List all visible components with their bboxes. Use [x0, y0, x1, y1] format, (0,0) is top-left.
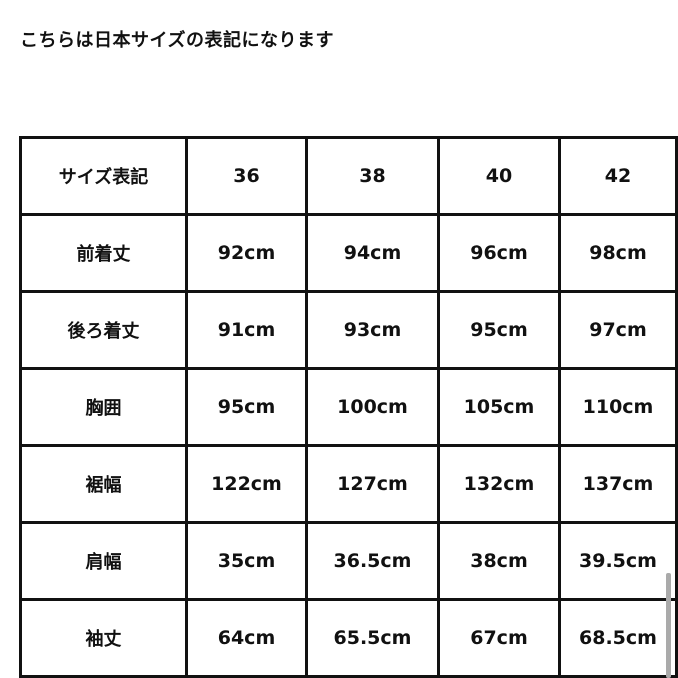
- table-cell: 100cm: [305, 367, 440, 447]
- table-row: 肩幅 35cm 36.5cm 38cm 39.5cm: [19, 521, 678, 601]
- scrollbar[interactable]: [666, 573, 671, 678]
- table-cell: 94cm: [305, 213, 440, 293]
- table-cell: 91cm: [185, 290, 308, 370]
- table-cell: 42: [558, 136, 678, 216]
- table-cell: 98cm: [558, 213, 678, 293]
- table-cell: 35cm: [185, 521, 308, 601]
- table-cell: 65.5cm: [305, 598, 440, 678]
- row-label: 袖丈: [19, 598, 188, 678]
- row-label: 胸囲: [19, 367, 188, 447]
- page-title: こちらは日本サイズの表記になります: [20, 30, 334, 51]
- row-label: 後ろ着丈: [19, 290, 188, 370]
- table-cell: 137cm: [558, 444, 678, 524]
- table-cell: 95cm: [185, 367, 308, 447]
- table-cell: 64cm: [185, 598, 308, 678]
- table-cell: 122cm: [185, 444, 308, 524]
- table-cell: 132cm: [437, 444, 561, 524]
- table-cell: 96cm: [437, 213, 561, 293]
- table-cell: 38: [305, 136, 440, 216]
- row-label: 前着丈: [19, 213, 188, 293]
- table-row: 後ろ着丈 91cm 93cm 95cm 97cm: [19, 290, 678, 370]
- table-cell: 36.5cm: [305, 521, 440, 601]
- table-row: 袖丈 64cm 65.5cm 67cm 68.5cm: [19, 598, 678, 678]
- table-cell: 127cm: [305, 444, 440, 524]
- table-cell: 95cm: [437, 290, 561, 370]
- row-label: 裾幅: [19, 444, 188, 524]
- size-table: サイズ表記 36 38 40 42 前着丈 92cm 94cm 96cm 98cm 後ろ着丈 91cm…: [19, 136, 678, 678]
- table-row: 裾幅 122cm 127cm 132cm 137cm: [19, 444, 678, 524]
- table-cell: 36: [185, 136, 308, 216]
- table-cell: 97cm: [558, 290, 678, 370]
- table-cell: 67cm: [437, 598, 561, 678]
- row-label: サイズ表記: [19, 136, 188, 216]
- table-cell: 93cm: [305, 290, 440, 370]
- table-cell: 39.5cm: [558, 521, 678, 601]
- table-cell: 105cm: [437, 367, 561, 447]
- table-header-row: サイズ表記 36 38 40 42: [19, 136, 678, 216]
- table-cell: 68.5cm: [558, 598, 678, 678]
- row-label: 肩幅: [19, 521, 188, 601]
- table-cell: 110cm: [558, 367, 678, 447]
- table-cell: 38cm: [437, 521, 561, 601]
- table-cell: 92cm: [185, 213, 308, 293]
- table-cell: 40: [437, 136, 561, 216]
- table-row: 胸囲 95cm 100cm 105cm 110cm: [19, 367, 678, 447]
- table-row: 前着丈 92cm 94cm 96cm 98cm: [19, 213, 678, 293]
